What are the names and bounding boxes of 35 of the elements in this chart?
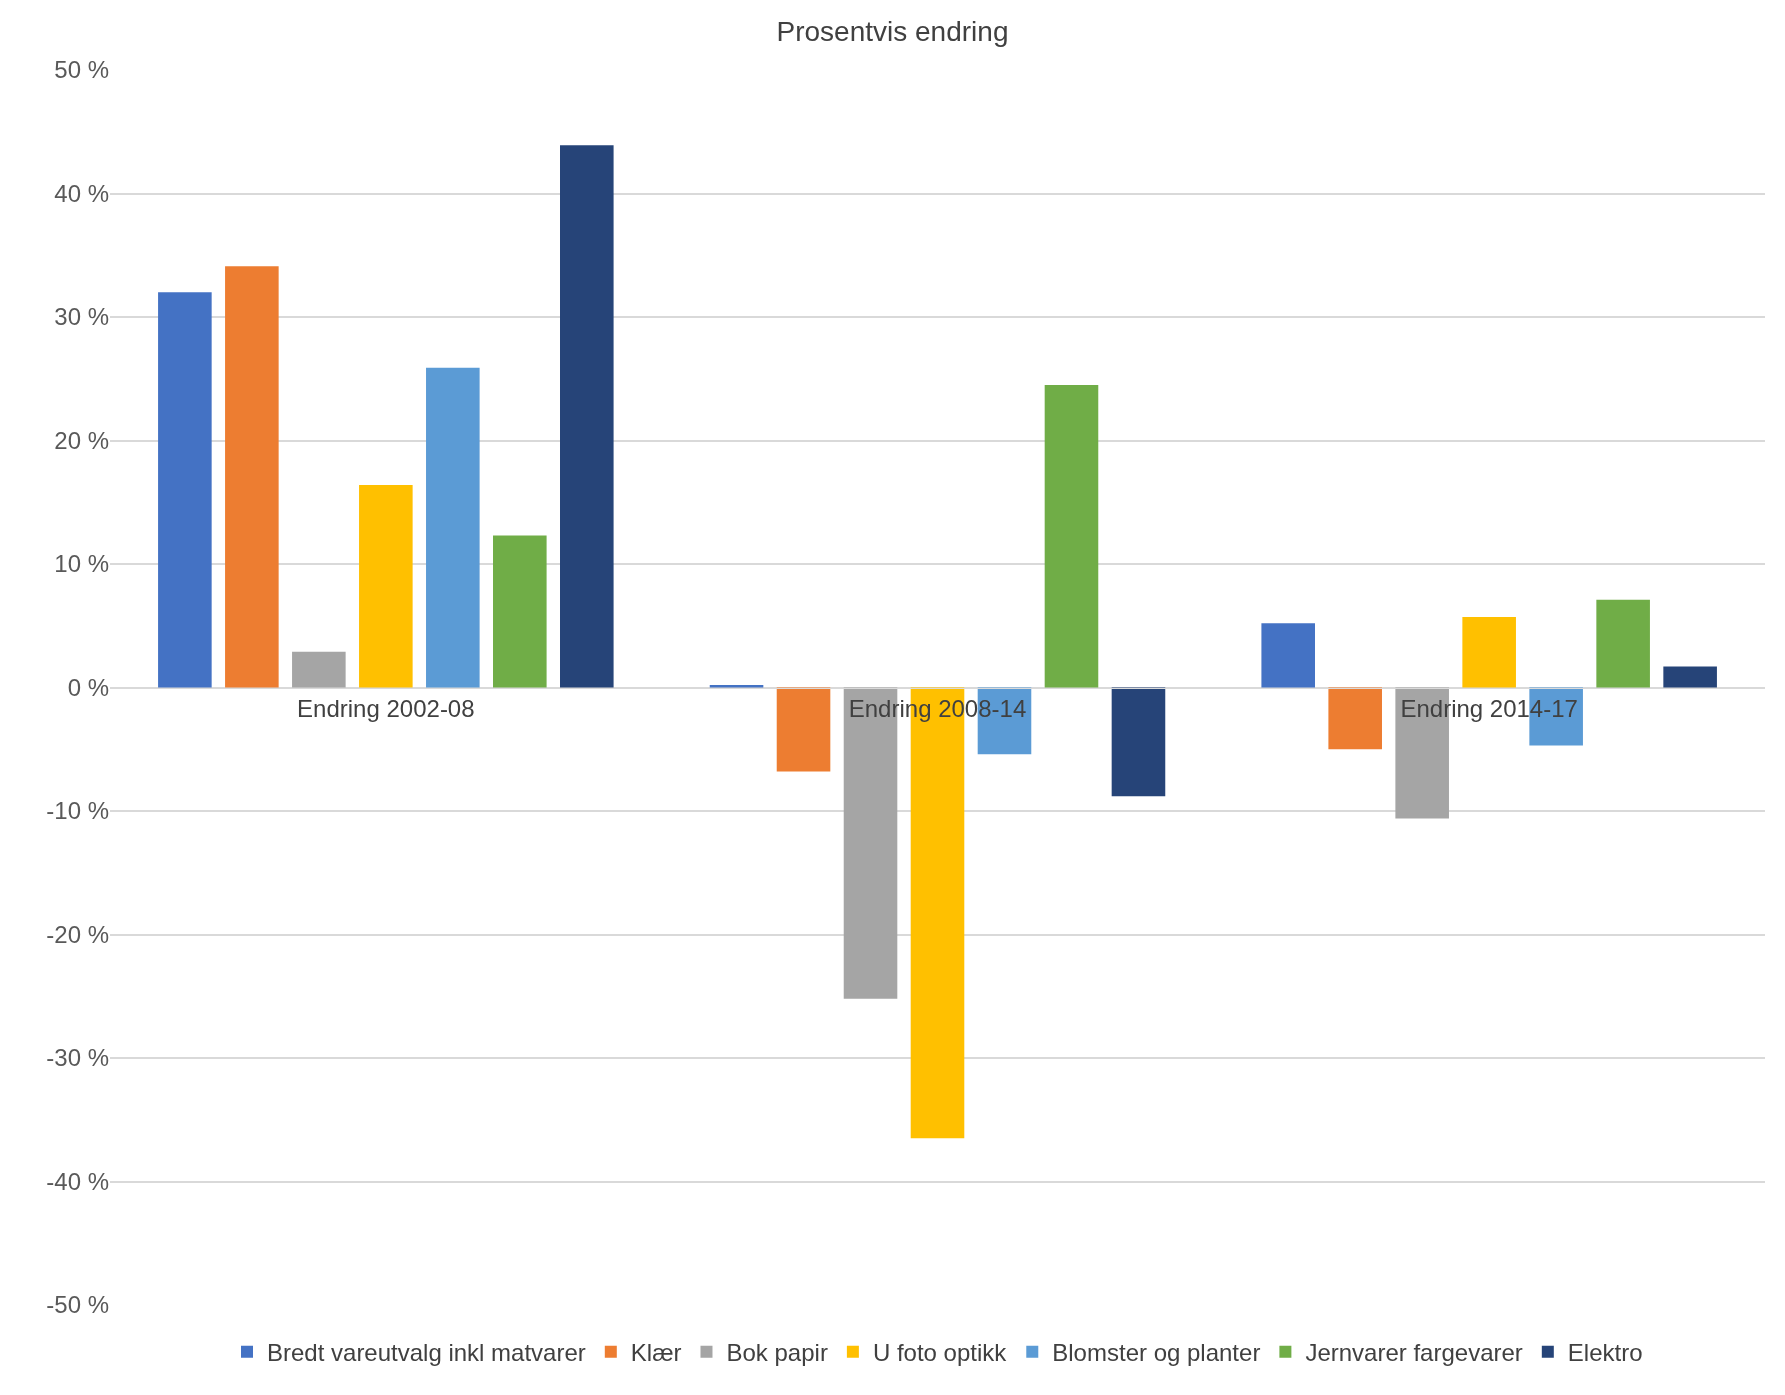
bar	[1596, 599, 1650, 688]
bar	[292, 651, 346, 688]
bar	[1462, 617, 1516, 688]
legend-label: Jernvarer fargevarer	[1305, 1339, 1523, 1367]
chart-title: Prosentvis endring	[776, 15, 1009, 47]
y-tick-label: 20 %	[54, 426, 109, 454]
y-tick-label: -30 %	[46, 1044, 109, 1072]
y-tick-label: 40 %	[54, 179, 109, 207]
bar	[1111, 687, 1166, 797]
x-tick-label: Endring 2002-08	[297, 695, 475, 723]
bar	[776, 687, 831, 772]
y-tick-label: 50 %	[54, 56, 109, 84]
y-tick-label: -40 %	[46, 1167, 109, 1195]
legend-label: Elektro	[1567, 1339, 1643, 1367]
bar	[1261, 623, 1315, 688]
bar	[560, 145, 614, 688]
y-tick-label: 30 %	[54, 303, 109, 331]
y-tick-label: -10 %	[46, 797, 109, 825]
bar	[1044, 384, 1099, 688]
legend-label: Klær	[630, 1339, 682, 1367]
bar	[359, 484, 413, 688]
y-tick-label: 0 %	[67, 673, 109, 701]
bar	[1328, 687, 1382, 750]
bar	[493, 535, 547, 688]
legend-label: U foto optikk	[872, 1339, 1008, 1367]
bar	[426, 367, 480, 688]
legend-label: Bok papir	[726, 1339, 828, 1367]
bar	[225, 266, 279, 688]
y-tick-label: -50 %	[46, 1291, 109, 1319]
y-tick-label: 10 %	[54, 550, 109, 578]
legend-label: Blomster og planter	[1052, 1339, 1261, 1367]
bar	[1663, 666, 1717, 688]
legend-label: Bredt vareutvalg inkl matvarer	[267, 1339, 586, 1367]
y-tick-label: -20 %	[46, 920, 109, 948]
bar	[158, 292, 212, 688]
